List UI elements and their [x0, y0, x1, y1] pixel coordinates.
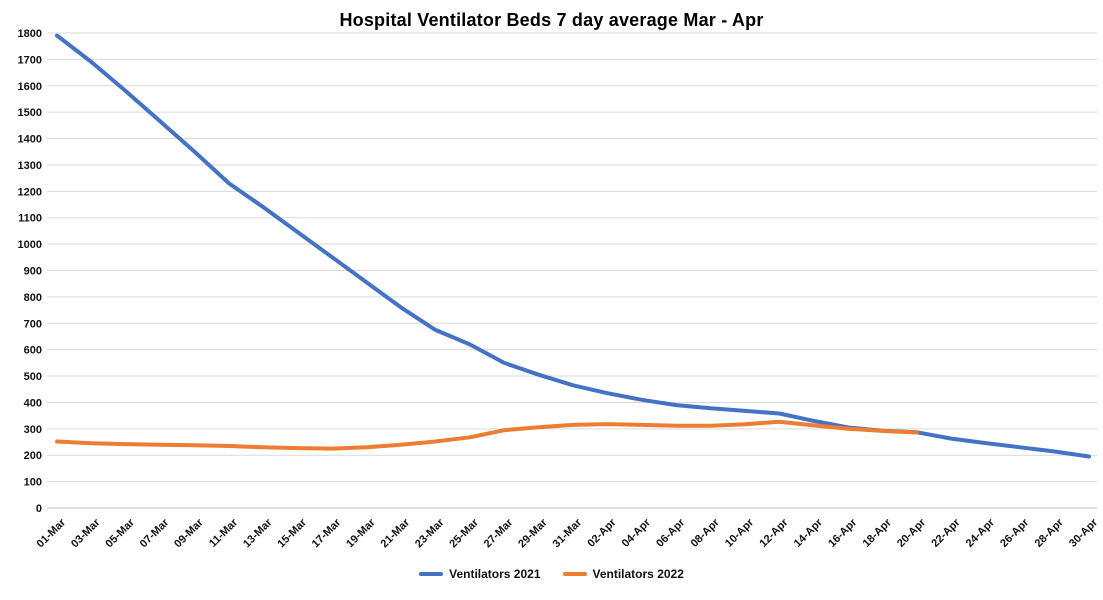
x-axis-label: 02-Apr — [585, 516, 619, 550]
x-axis-label: 22-Apr — [929, 516, 963, 550]
x-axis-label: 23-Mar — [413, 516, 447, 550]
y-axis-label: 1200 — [18, 186, 42, 198]
y-axis-label: 1400 — [18, 134, 42, 146]
legend-line-marker — [562, 572, 587, 576]
legend-label: Ventilators 2022 — [592, 567, 684, 581]
legend-item-ventilators-2022: Ventilators 2022 — [562, 567, 684, 581]
y-axis-label: 900 — [24, 266, 42, 278]
x-axis-label: 06-Apr — [654, 516, 688, 550]
x-axis-label: 09-Mar — [172, 516, 206, 550]
x-axis-label: 17-Mar — [310, 516, 344, 550]
y-axis-label: 600 — [24, 345, 42, 357]
legend-item-ventilators-2021: Ventilators 2021 — [419, 567, 541, 581]
y-axis-label: 1000 — [18, 239, 42, 251]
x-axis-label: 11-Mar — [207, 516, 241, 550]
x-axis-label: 30-Apr — [1067, 516, 1101, 550]
y-axis-label: 300 — [24, 424, 42, 436]
x-axis-label: 31-Mar — [551, 516, 585, 550]
x-axis-label: 10-Apr — [723, 516, 757, 550]
chart-title: Hospital Ventilator Beds 7 day average M… — [339, 10, 764, 30]
x-axis-label: 28-Apr — [1033, 516, 1067, 550]
x-axis-label: 07-Mar — [138, 516, 172, 550]
series-line-ventilators-2022 — [55, 419, 919, 451]
x-axis-label: 19-Mar — [344, 516, 378, 550]
x-axis-label: 24-Apr — [964, 516, 998, 550]
y-axis-label: 100 — [24, 477, 42, 489]
y-axis-label: 1600 — [18, 81, 42, 93]
x-axis-label: 13-Mar — [241, 516, 275, 550]
x-axis-label: 03-Mar — [69, 516, 103, 550]
legend-label: Ventilators 2021 — [449, 567, 541, 581]
x-axis-label: 25-Mar — [447, 516, 481, 550]
y-axis-label: 700 — [24, 318, 42, 330]
y-axis-label: 1300 — [18, 160, 42, 172]
y-axis-label: 1700 — [18, 54, 42, 66]
x-axis-label: 12-Apr — [757, 516, 791, 550]
x-axis-label: 15-Mar — [275, 516, 309, 550]
series-line-ventilators-2021 — [55, 33, 1091, 459]
x-axis-label: 01-Mar — [35, 516, 69, 550]
x-axis-label: 16-Apr — [826, 516, 860, 550]
x-axis-label: 26-Apr — [998, 516, 1032, 550]
y-axis-label: 800 — [24, 292, 42, 304]
y-axis-label: 1800 — [18, 28, 42, 40]
y-axis-label: 1100 — [18, 213, 42, 225]
x-axis-label: 18-Apr — [861, 516, 895, 550]
x-axis-label: 20-Apr — [895, 516, 929, 550]
y-axis-label: 500 — [24, 371, 42, 383]
y-axis-label: 1500 — [18, 107, 42, 119]
x-axis-label: 27-Mar — [482, 516, 516, 550]
x-axis-label: 21-Mar — [379, 516, 413, 550]
x-axis-label: 04-Apr — [620, 516, 654, 550]
y-axis-label: 400 — [24, 397, 42, 409]
y-axis-label: 200 — [24, 450, 42, 462]
x-axis-label: 29-Mar — [516, 516, 550, 550]
chart-legend: Ventilators 2021 Ventilators 2022 — [0, 567, 1103, 581]
x-axis-label: 05-Mar — [103, 516, 137, 550]
legend-line-marker — [419, 572, 444, 576]
x-axis-label: 08-Apr — [689, 516, 723, 550]
x-axis-label: 14-Apr — [792, 516, 826, 550]
y-axis-label: 0 — [36, 503, 42, 515]
